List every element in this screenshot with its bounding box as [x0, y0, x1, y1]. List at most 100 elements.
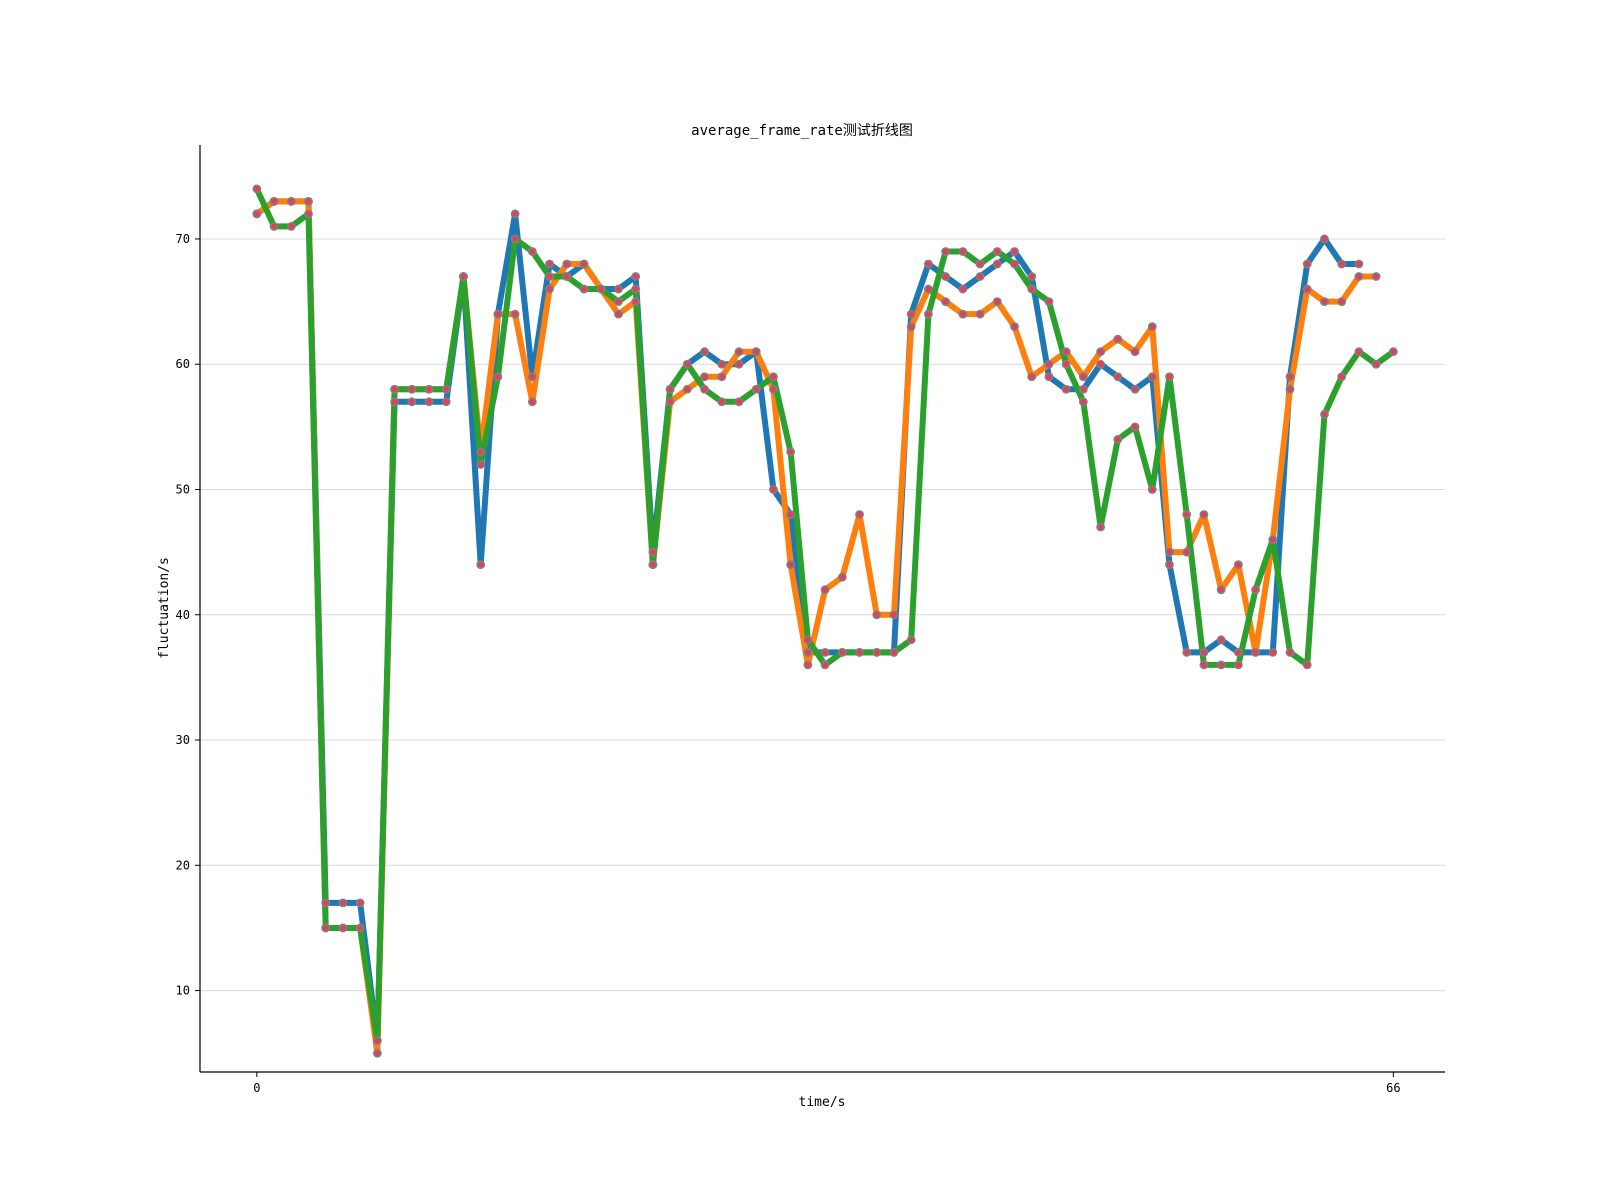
data-point [803, 660, 813, 670]
data-point [1354, 272, 1364, 281]
data-point [614, 284, 623, 294]
data-point [1371, 272, 1381, 281]
data-point [579, 284, 589, 294]
data-point [527, 397, 537, 407]
data-point [1130, 384, 1140, 394]
data-point [441, 397, 451, 407]
data-point [476, 460, 486, 469]
data-point [459, 272, 468, 281]
data-point [924, 309, 933, 319]
data-point [734, 359, 744, 369]
data-point [372, 1048, 382, 1058]
data-point [1216, 660, 1226, 670]
data-point [1251, 585, 1260, 595]
data-point [631, 284, 641, 294]
data-point [355, 923, 365, 933]
series-lines [254, 187, 1396, 1057]
data-point [1199, 660, 1209, 670]
data-point [906, 309, 916, 319]
data-point [1027, 284, 1037, 294]
data-point [1096, 522, 1106, 532]
data-point [941, 297, 951, 306]
data-point [1354, 259, 1364, 269]
data-point [1354, 347, 1364, 357]
data-point [1010, 322, 1019, 332]
data-point [476, 447, 486, 457]
data-point [1216, 585, 1226, 595]
data-point [286, 196, 296, 206]
data-point [648, 547, 658, 557]
data-point [252, 184, 262, 194]
data-point [372, 1036, 382, 1046]
data-point [837, 647, 847, 657]
data-point [958, 309, 968, 319]
data-point [1147, 322, 1157, 332]
data-point [906, 635, 916, 645]
data-point [855, 510, 864, 519]
data-point [1233, 560, 1243, 570]
data-point [1388, 347, 1398, 357]
data-point [665, 397, 675, 407]
data-point [682, 384, 692, 394]
data-point [1078, 372, 1088, 382]
data-point [527, 247, 537, 256]
data-point [631, 297, 641, 306]
data-point [1337, 372, 1347, 382]
data-point [1096, 347, 1106, 357]
data-point [1182, 647, 1192, 657]
data-point [906, 322, 916, 332]
data-point [1165, 547, 1174, 557]
x-tick-label: 0 [253, 1081, 260, 1095]
data-point [700, 372, 709, 382]
data-point [1302, 660, 1312, 670]
x-tick-label: 66 [1386, 1081, 1400, 1095]
x-axis-title: time/s [799, 1095, 846, 1110]
data-point [1182, 510, 1192, 519]
data-point [1268, 647, 1278, 657]
data-point [734, 347, 744, 357]
data-point [941, 247, 951, 256]
data-point [975, 309, 985, 319]
data-point [596, 284, 606, 294]
data-point [958, 284, 968, 294]
data-point [510, 309, 520, 319]
data-point [390, 397, 399, 407]
series-markers [252, 184, 1398, 1058]
chart-title: average_frame_rate测试折线图 [691, 123, 913, 139]
data-point [1268, 535, 1278, 545]
data-point [1199, 510, 1209, 519]
data-point [1061, 384, 1071, 394]
data-point [717, 359, 727, 369]
data-point [648, 560, 658, 570]
data-point [820, 660, 830, 670]
data-point [1010, 259, 1019, 269]
data-point [510, 209, 520, 219]
data-point [1337, 297, 1347, 306]
data-point [407, 397, 417, 407]
data-point [1113, 434, 1123, 444]
y-tick-label: 60 [176, 357, 190, 371]
data-point [975, 272, 985, 281]
data-point [1199, 647, 1209, 657]
data-point [803, 635, 813, 645]
data-point [1182, 547, 1192, 557]
data-point [837, 572, 847, 582]
data-point [321, 898, 331, 908]
data-point [958, 247, 968, 256]
data-point [424, 397, 434, 407]
data-point [1061, 347, 1071, 357]
data-point [1078, 397, 1088, 407]
y-axis-title: fluctuation/s [157, 557, 172, 659]
data-point [803, 647, 813, 657]
data-point [682, 359, 692, 369]
data-point [286, 222, 296, 231]
data-point [1044, 297, 1054, 306]
data-point [1302, 284, 1312, 294]
data-point [407, 384, 417, 394]
y-tick-label: 10 [176, 984, 190, 998]
data-point [441, 384, 451, 394]
y-tick-label: 30 [176, 733, 190, 747]
data-point [390, 384, 399, 394]
data-point [786, 510, 796, 519]
